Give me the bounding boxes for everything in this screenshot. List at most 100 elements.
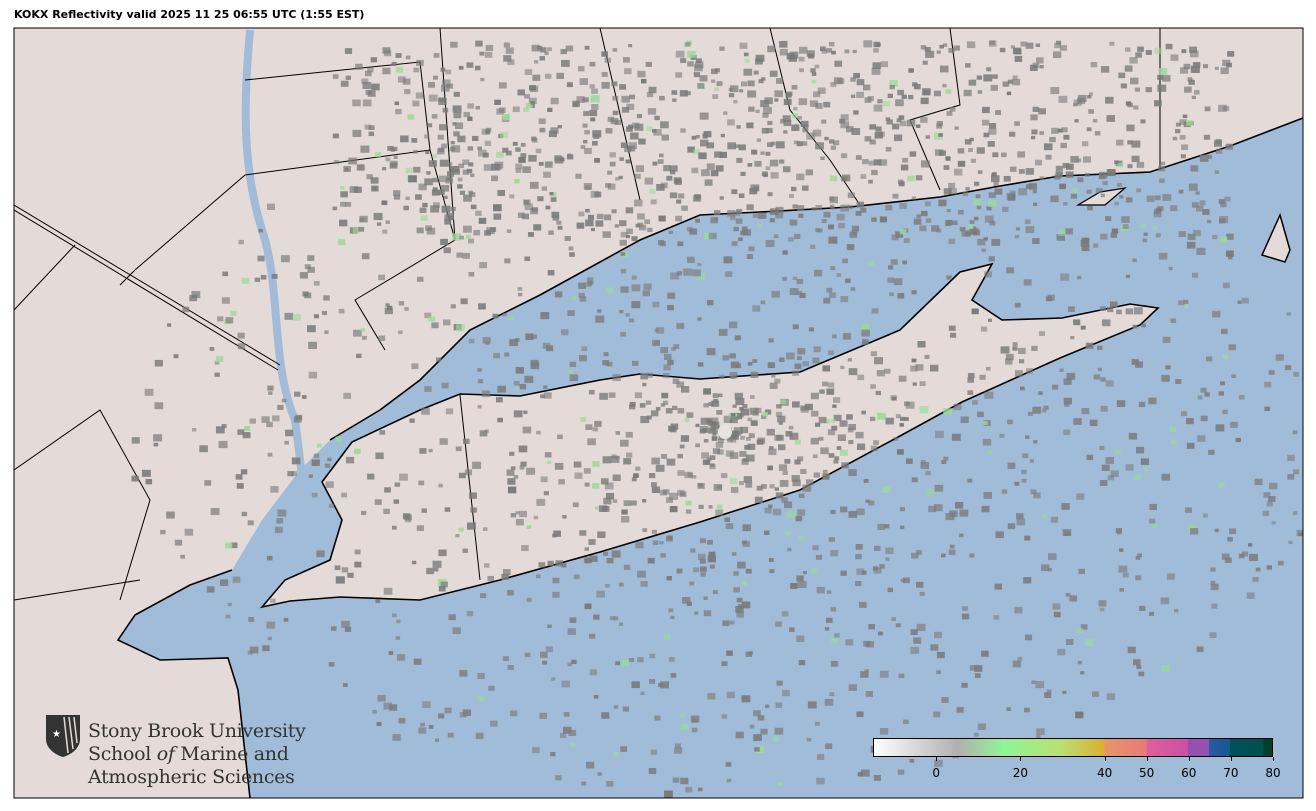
echo-pixel (153, 442, 159, 447)
echo-pixel (787, 547, 792, 552)
echo-pixel (626, 228, 633, 234)
echo-pixel (612, 499, 618, 503)
echo-pixel (584, 603, 592, 610)
echo-pixel (697, 362, 704, 367)
echo-pixel (469, 492, 477, 499)
echo-pixel (792, 479, 801, 487)
echo-pixel (982, 420, 988, 426)
echo-pixel (679, 444, 685, 449)
echo-pixel (520, 153, 527, 158)
echo-pixel (1157, 74, 1164, 80)
echo-pixel (833, 414, 842, 422)
echo-pixel (879, 159, 888, 166)
echo-pixel (657, 159, 664, 164)
echo-pixel (602, 360, 610, 366)
echo-pixel (1044, 692, 1052, 698)
echo-pixel (782, 115, 791, 122)
colorbar-tick-label: 50 (1139, 766, 1155, 780)
echo-pixel (509, 451, 515, 456)
echo-pixel (468, 271, 475, 277)
echo-pixel (975, 194, 981, 199)
echo-pixel (590, 227, 595, 232)
echo-pixel (699, 428, 706, 434)
echo-pixel (220, 579, 229, 586)
echo-pixel (905, 458, 913, 464)
echo-pixel (491, 175, 499, 182)
echo-pixel (394, 101, 400, 106)
echo-pixel (920, 97, 929, 105)
echo-pixel (800, 294, 805, 298)
echo-pixel (916, 550, 922, 555)
echo-pixel (797, 348, 806, 355)
echo-pixel (1029, 459, 1034, 463)
echo-pixel (625, 431, 633, 438)
echo-pixel (828, 224, 834, 230)
echo-pixel (892, 123, 900, 130)
echo-pixel (1191, 202, 1199, 208)
echo-pixel (830, 82, 837, 87)
echo-pixel (723, 415, 733, 423)
echo-pixel (182, 306, 190, 313)
echo-pixel (430, 205, 440, 213)
echo-pixel (389, 704, 398, 711)
echo-pixel (536, 498, 546, 506)
echo-pixel (473, 229, 481, 236)
echo-pixel (948, 47, 955, 53)
echo-pixel (642, 499, 647, 503)
echo-pixel (782, 250, 788, 255)
echo-pixel (317, 443, 322, 448)
echo-pixel (267, 636, 272, 641)
echo-pixel (1175, 128, 1181, 134)
echo-pixel (832, 334, 837, 339)
echo-pixel (1210, 580, 1216, 585)
echo-pixel (794, 439, 801, 445)
echo-pixel (628, 124, 634, 129)
echo-pixel (1099, 479, 1108, 486)
echo-pixel (822, 473, 830, 479)
echo-pixel (578, 292, 585, 298)
echo-pixel (943, 188, 952, 195)
echo-pixel (1088, 92, 1093, 96)
echo-pixel (982, 106, 990, 114)
echo-pixel (823, 101, 831, 108)
echo-pixel (823, 418, 830, 424)
echo-pixel (856, 568, 865, 575)
echo-pixel (1052, 384, 1059, 390)
echo-pixel (729, 478, 738, 485)
echo-pixel (584, 547, 590, 551)
echo-pixel (775, 492, 784, 499)
echo-pixel (769, 159, 779, 167)
echo-pixel (913, 637, 922, 644)
echo-pixel (757, 223, 763, 228)
echo-pixel (824, 627, 830, 631)
echo-pixel (840, 506, 848, 513)
echo-pixel (760, 151, 765, 155)
echo-pixel (981, 505, 990, 513)
echo-pixel (1124, 47, 1131, 52)
echo-pixel (614, 224, 619, 228)
echo-pixel (330, 626, 337, 631)
echo-pixel (524, 69, 533, 76)
echo-pixel (667, 535, 673, 540)
echo-pixel (774, 487, 779, 491)
echo-pixel (584, 129, 590, 135)
echo-pixel (413, 67, 420, 73)
echo-pixel (619, 239, 627, 246)
echo-pixel (1269, 482, 1278, 490)
echo-pixel (532, 747, 540, 754)
echo-pixel (1224, 557, 1232, 564)
echo-pixel (453, 111, 462, 119)
echo-pixel (919, 591, 925, 596)
echo-pixel (798, 98, 808, 106)
echo-pixel (281, 398, 287, 403)
echo-pixel (478, 149, 487, 157)
echo-pixel (830, 145, 837, 150)
echo-pixel (662, 400, 669, 405)
echo-pixel (507, 486, 517, 494)
echo-pixel (680, 128, 686, 133)
echo-pixel (847, 358, 852, 362)
echo-pixel (409, 418, 415, 423)
echo-pixel (860, 207, 867, 213)
echo-pixel (1055, 165, 1063, 172)
echo-pixel (746, 254, 753, 260)
